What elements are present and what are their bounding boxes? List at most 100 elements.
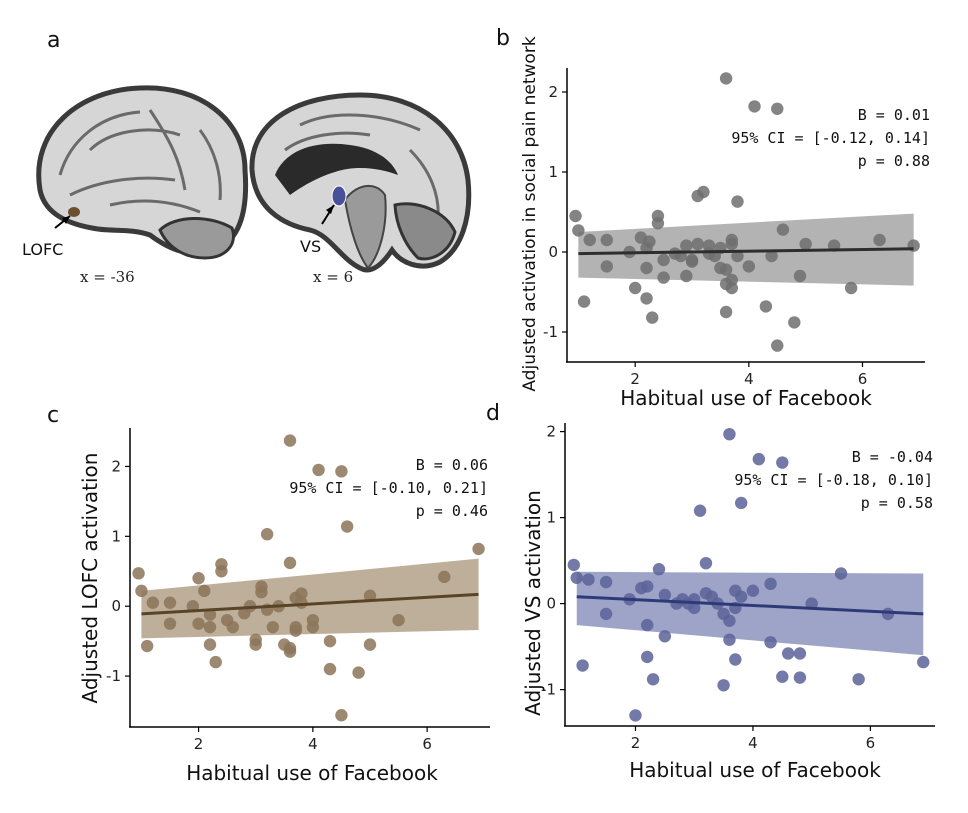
data-point	[793, 671, 807, 684]
data-point	[577, 295, 591, 308]
data-point	[723, 633, 736, 646]
panel-label-b: b	[496, 26, 510, 51]
data-point	[764, 636, 777, 649]
data-point	[651, 217, 665, 230]
regression-line	[576, 595, 924, 616]
data-point	[776, 670, 789, 683]
data-point	[289, 624, 302, 637]
data-point	[641, 618, 654, 632]
data-point	[680, 239, 693, 252]
data-point	[472, 542, 485, 556]
data-point	[209, 655, 222, 669]
data-point	[742, 260, 756, 273]
panel-label-a: a	[47, 28, 60, 53]
x-tick-label: 6	[858, 370, 868, 388]
x-tick-label: 6	[866, 734, 876, 752]
stats-annotation: B = -0.04	[852, 448, 933, 466]
data-point	[600, 260, 613, 273]
data-point	[146, 596, 160, 609]
data-point	[759, 300, 773, 313]
data-point	[306, 620, 320, 634]
data-point	[226, 620, 240, 634]
data-point	[599, 607, 613, 621]
data-point	[260, 528, 274, 541]
data-point	[599, 575, 613, 589]
data-point	[805, 597, 818, 610]
data-point	[917, 655, 930, 669]
data-point	[283, 434, 297, 447]
lofc-label: LOFC	[22, 240, 63, 259]
data-point	[569, 209, 582, 223]
data-point	[135, 584, 148, 598]
data-point	[203, 620, 217, 634]
data-point	[788, 316, 801, 329]
data-point	[723, 427, 736, 441]
regression-line	[578, 247, 914, 256]
stats-annotation: p = 0.58	[861, 494, 933, 512]
data-point	[392, 613, 405, 627]
brain-sagittal-left	[36, 85, 249, 260]
scatter-panel-c: 2 4 6 -1 0 1 2 Habitual use of Facebook Adjusted…	[78, 428, 490, 785]
x-tick-label: 6	[422, 735, 432, 753]
data-point	[352, 666, 365, 679]
data-point	[646, 673, 660, 686]
data-point	[776, 223, 790, 236]
data-point	[140, 639, 154, 653]
y-axis-label: Adjusted VS activation	[521, 490, 545, 716]
data-point	[363, 638, 377, 651]
data-point	[646, 311, 659, 324]
data-point	[844, 281, 858, 295]
data-point	[640, 292, 653, 305]
data-point	[323, 634, 337, 648]
data-point	[752, 452, 766, 466]
data-point	[583, 233, 596, 247]
data-point	[582, 573, 595, 586]
data-point	[799, 237, 812, 251]
stats-annotation: p = 0.88	[858, 152, 930, 170]
data-point	[643, 235, 656, 248]
x-tick-label: 2	[630, 370, 640, 388]
data-point	[699, 556, 713, 570]
x-axis-label: Habitual use of Facebook	[629, 758, 881, 782]
data-point	[764, 577, 777, 591]
data-point	[746, 584, 760, 597]
data-point	[719, 263, 733, 276]
lofc-roi	[68, 207, 80, 217]
data-point	[729, 653, 742, 666]
y-tick-label: 0	[548, 243, 558, 261]
data-point	[781, 647, 795, 660]
data-point	[335, 709, 348, 722]
data-point	[652, 563, 666, 576]
data-point	[658, 630, 672, 643]
y-tick-label: 2	[548, 83, 558, 101]
data-point	[719, 72, 733, 85]
data-point	[312, 463, 325, 477]
data-point	[600, 233, 613, 247]
data-point	[717, 679, 730, 692]
stats-annotation: 95% CI = [-0.10, 0.21]	[289, 479, 488, 497]
data-point	[570, 571, 583, 584]
data-point	[629, 709, 642, 722]
data-point	[572, 224, 585, 237]
data-point	[255, 586, 268, 599]
data-point	[163, 596, 177, 609]
y-axis-label: Adjusted LOFC activation	[78, 453, 102, 704]
data-point	[693, 504, 707, 517]
data-point	[723, 614, 736, 627]
data-point	[771, 102, 784, 116]
vs-roi	[331, 185, 347, 207]
brain-sagittal-right	[249, 92, 472, 273]
x-tick-label: 4	[744, 370, 754, 388]
x-axis-label: Habitual use of Facebook	[186, 761, 438, 785]
data-point	[658, 588, 672, 602]
data-point	[685, 253, 699, 267]
data-point	[873, 233, 886, 247]
panel-label-c: c	[47, 403, 59, 428]
x-tick-label: 4	[748, 734, 758, 752]
data-point	[132, 567, 145, 580]
data-point	[323, 662, 337, 676]
data-point	[793, 647, 807, 660]
stats-annotation: 95% CI = [-0.12, 0.14]	[731, 129, 930, 147]
